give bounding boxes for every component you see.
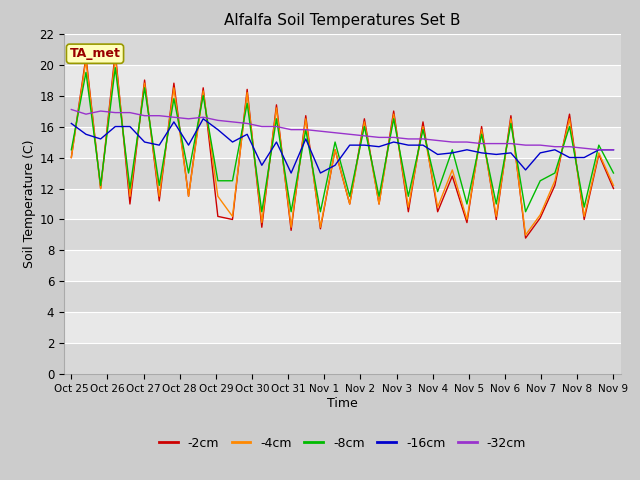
Bar	[64, 251, 621, 281]
Bar	[64, 127, 621, 157]
Bar	[64, 65, 621, 96]
Bar	[64, 281, 621, 312]
Bar	[64, 219, 621, 251]
Text: TA_met: TA_met	[70, 47, 120, 60]
Legend: -2cm, -4cm, -8cm, -16cm, -32cm: -2cm, -4cm, -8cm, -16cm, -32cm	[154, 432, 531, 455]
Bar	[64, 96, 621, 127]
Bar	[64, 157, 621, 189]
Title: Alfalfa Soil Temperatures Set B: Alfalfa Soil Temperatures Set B	[224, 13, 461, 28]
Bar	[64, 189, 621, 219]
Bar	[64, 343, 621, 374]
Bar	[64, 34, 621, 65]
Bar	[64, 312, 621, 343]
X-axis label: Time: Time	[327, 397, 358, 410]
Y-axis label: Soil Temperature (C): Soil Temperature (C)	[24, 140, 36, 268]
